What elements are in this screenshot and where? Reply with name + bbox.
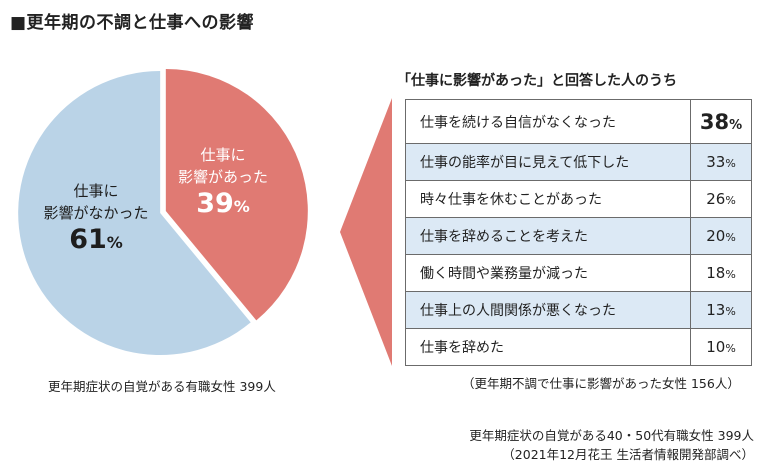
reason-value-unit: %: [725, 304, 736, 318]
pie-sample-note: 更年期症状の自覚がある有職女性 399人: [48, 379, 276, 394]
pie-label-affected-line2: 影響があった: [177, 168, 268, 186]
reason-value-number: 13: [706, 300, 726, 319]
reason-value-number: 10: [706, 337, 726, 356]
reason-label: 時々仕事を休むことがあった: [405, 180, 691, 218]
reason-value-unit: %: [729, 117, 743, 133]
reason-value-number: 33: [706, 153, 726, 172]
table-row: 仕事上の人間関係が悪くなった 13%: [405, 290, 752, 329]
reason-value-unit: %: [725, 194, 736, 207]
reason-value-number: 18: [706, 263, 726, 282]
reason-value: 26%: [690, 180, 752, 218]
source-line-2: （2021年12月花王 生活者情報開発部調べ）: [502, 447, 754, 462]
reason-label: 仕事上の人間関係が悪くなった: [405, 290, 691, 329]
pie-label-not-affected: 仕事に 影響がなかった 61%: [26, 180, 166, 255]
pie-label-not-affected-line2: 影響がなかった: [43, 204, 149, 222]
reason-value-number: 26: [706, 190, 726, 208]
pie-unit-not-affected: %: [106, 233, 123, 252]
reason-value-unit: %: [725, 157, 736, 171]
callout-triangle: [340, 98, 392, 366]
reason-value-number: 38: [699, 109, 730, 134]
reasons-table: 仕事を続ける自信がなくなった 38% 仕事の能率が目に見えて低下した 33% 時…: [405, 98, 752, 367]
chart-title: ■更年期の不調と仕事への影響: [10, 13, 255, 33]
pie-unit-affected: %: [233, 197, 250, 216]
reason-value: 38%: [690, 98, 752, 145]
pie-slice-not-affected: [18, 71, 251, 356]
table-row: 仕事を辞めた 10%: [405, 327, 752, 367]
table-sample-note: （更年期不調で仕事に影響があった女性 156人）: [462, 376, 740, 391]
reason-value: 20%: [690, 217, 752, 255]
pie-value-not-affected: 61: [69, 224, 107, 255]
reason-value: 10%: [690, 327, 752, 367]
reason-value-unit: %: [725, 230, 736, 244]
reason-label: 仕事を辞めた: [405, 327, 691, 367]
reason-value-unit: %: [725, 267, 736, 281]
table-row: 仕事を辞めることを考えた 20%: [405, 217, 752, 255]
reason-label: 仕事を続ける自信がなくなった: [405, 98, 691, 145]
reason-label: 仕事の能率が目に見えて低下した: [405, 143, 691, 182]
reason-value-number: 20: [706, 226, 726, 245]
reason-label: 仕事を辞めることを考えた: [405, 217, 691, 255]
table-row: 仕事の能率が目に見えて低下した 33%: [405, 143, 752, 182]
table-title: 「仕事に影響があった」と回答した人のうち: [397, 73, 677, 89]
pie-label-affected-line1: 仕事に: [200, 146, 246, 164]
reason-value: 33%: [690, 143, 752, 182]
source-line-1: 更年期症状の自覚がある40・50代有職女性 399人: [469, 428, 754, 443]
pie-label-affected: 仕事に 影響があった 39%: [168, 144, 278, 219]
table-row: 時々仕事を休むことがあった 26%: [405, 180, 752, 218]
table-row: 仕事を続ける自信がなくなった 38%: [405, 98, 752, 145]
reason-value-unit: %: [725, 341, 736, 355]
reason-value: 13%: [690, 290, 752, 329]
pie-label-not-affected-line1: 仕事に: [73, 182, 119, 200]
reason-value: 18%: [690, 253, 752, 292]
table-row: 働く時間や業務量が減った 18%: [405, 253, 752, 292]
reason-label: 働く時間や業務量が減った: [405, 253, 691, 292]
pie-slice-affected: [165, 68, 308, 321]
pie-value-affected: 39: [196, 188, 234, 219]
